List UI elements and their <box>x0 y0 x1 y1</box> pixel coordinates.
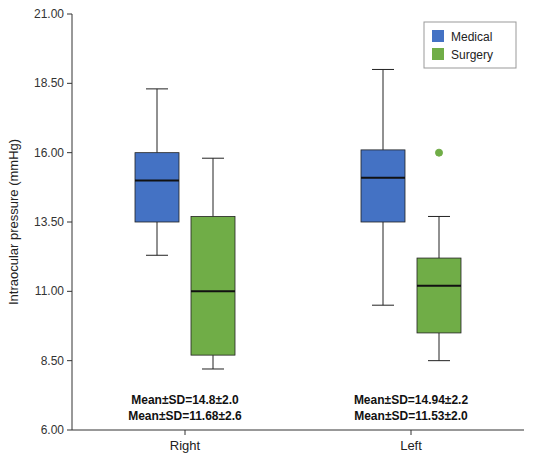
box <box>417 258 461 333</box>
legend-swatch <box>432 30 444 42</box>
y-tick <box>67 14 72 15</box>
annotation: Mean±SD=11.68±2.6 <box>128 409 242 423</box>
whisker-low <box>157 222 158 255</box>
x-tick-label: Right <box>170 438 201 453</box>
cap-low <box>428 360 450 361</box>
y-tick <box>67 222 72 223</box>
marks <box>135 69 461 369</box>
x-tick-label: Left <box>400 438 422 453</box>
whisker-high <box>213 158 214 216</box>
y-tick <box>67 152 72 153</box>
median <box>361 177 405 179</box>
cap-low <box>202 368 224 369</box>
median <box>191 290 235 292</box>
chart: 6.00 8.50 11.00 13.50 16.00 18.50 21.00 Intraoc… <box>0 0 538 470</box>
legend-label: Medical <box>451 30 492 44</box>
cap-high <box>428 216 450 217</box>
legend: Medical Surgery <box>424 22 516 68</box>
y-axis: 6.00 8.50 11.00 13.50 16.00 18.50 21.00 <box>34 7 72 437</box>
y-tick-label: 16.00 <box>34 146 64 160</box>
outlier <box>436 149 443 156</box>
whisker-low <box>383 222 384 305</box>
y-tick-label: 11.00 <box>35 284 64 298</box>
median <box>135 179 179 181</box>
box <box>135 153 179 222</box>
cap-high <box>372 69 394 70</box>
cap-low <box>146 255 168 256</box>
whisker-high <box>439 216 440 258</box>
y-tick-label: 21.00 <box>34 7 64 21</box>
series <box>191 149 461 369</box>
y-tick <box>67 83 72 84</box>
whisker-low <box>213 355 214 369</box>
box-plot <box>135 89 179 255</box>
box-plot <box>191 158 235 369</box>
whisker-low <box>439 333 440 361</box>
y-tick <box>67 430 72 431</box>
y-axis-label: Intraocular pressure (mmHg) <box>6 139 21 305</box>
box-plot <box>361 69 405 305</box>
annotation: Mean±SD=14.94±2.2 <box>354 393 469 407</box>
x-tick <box>411 430 412 435</box>
y-tick-label: 8.50 <box>41 354 65 368</box>
y-tick <box>67 360 72 361</box>
whisker-high <box>157 89 158 153</box>
cap-high <box>202 158 224 159</box>
cap-low <box>372 305 394 306</box>
annotations: Mean±SD=14.8±2.0 Mean±SD=14.94±2.2 Mean±SD… <box>128 393 468 423</box>
x-axis-line <box>72 430 524 431</box>
box <box>191 216 235 355</box>
annotation: Mean±SD=11.53±2.0 <box>354 409 468 423</box>
annotation: Mean±SD=14.8±2.0 <box>131 393 239 407</box>
x-tick <box>185 430 186 435</box>
y-tick <box>67 291 72 292</box>
cap-high <box>146 88 168 89</box>
y-tick-label: 6.00 <box>41 423 65 437</box>
median <box>417 285 461 287</box>
y-tick-label: 18.50 <box>34 76 64 90</box>
x-axis: Right Left <box>72 430 524 453</box>
series <box>135 69 405 305</box>
box <box>361 150 405 222</box>
legend-label: Surgery <box>451 48 493 62</box>
legend-swatch <box>432 48 444 60</box>
y-tick-label: 13.50 <box>34 215 64 229</box>
box-plot <box>417 149 461 360</box>
legend-frame <box>424 22 516 68</box>
whisker-high <box>383 69 384 149</box>
